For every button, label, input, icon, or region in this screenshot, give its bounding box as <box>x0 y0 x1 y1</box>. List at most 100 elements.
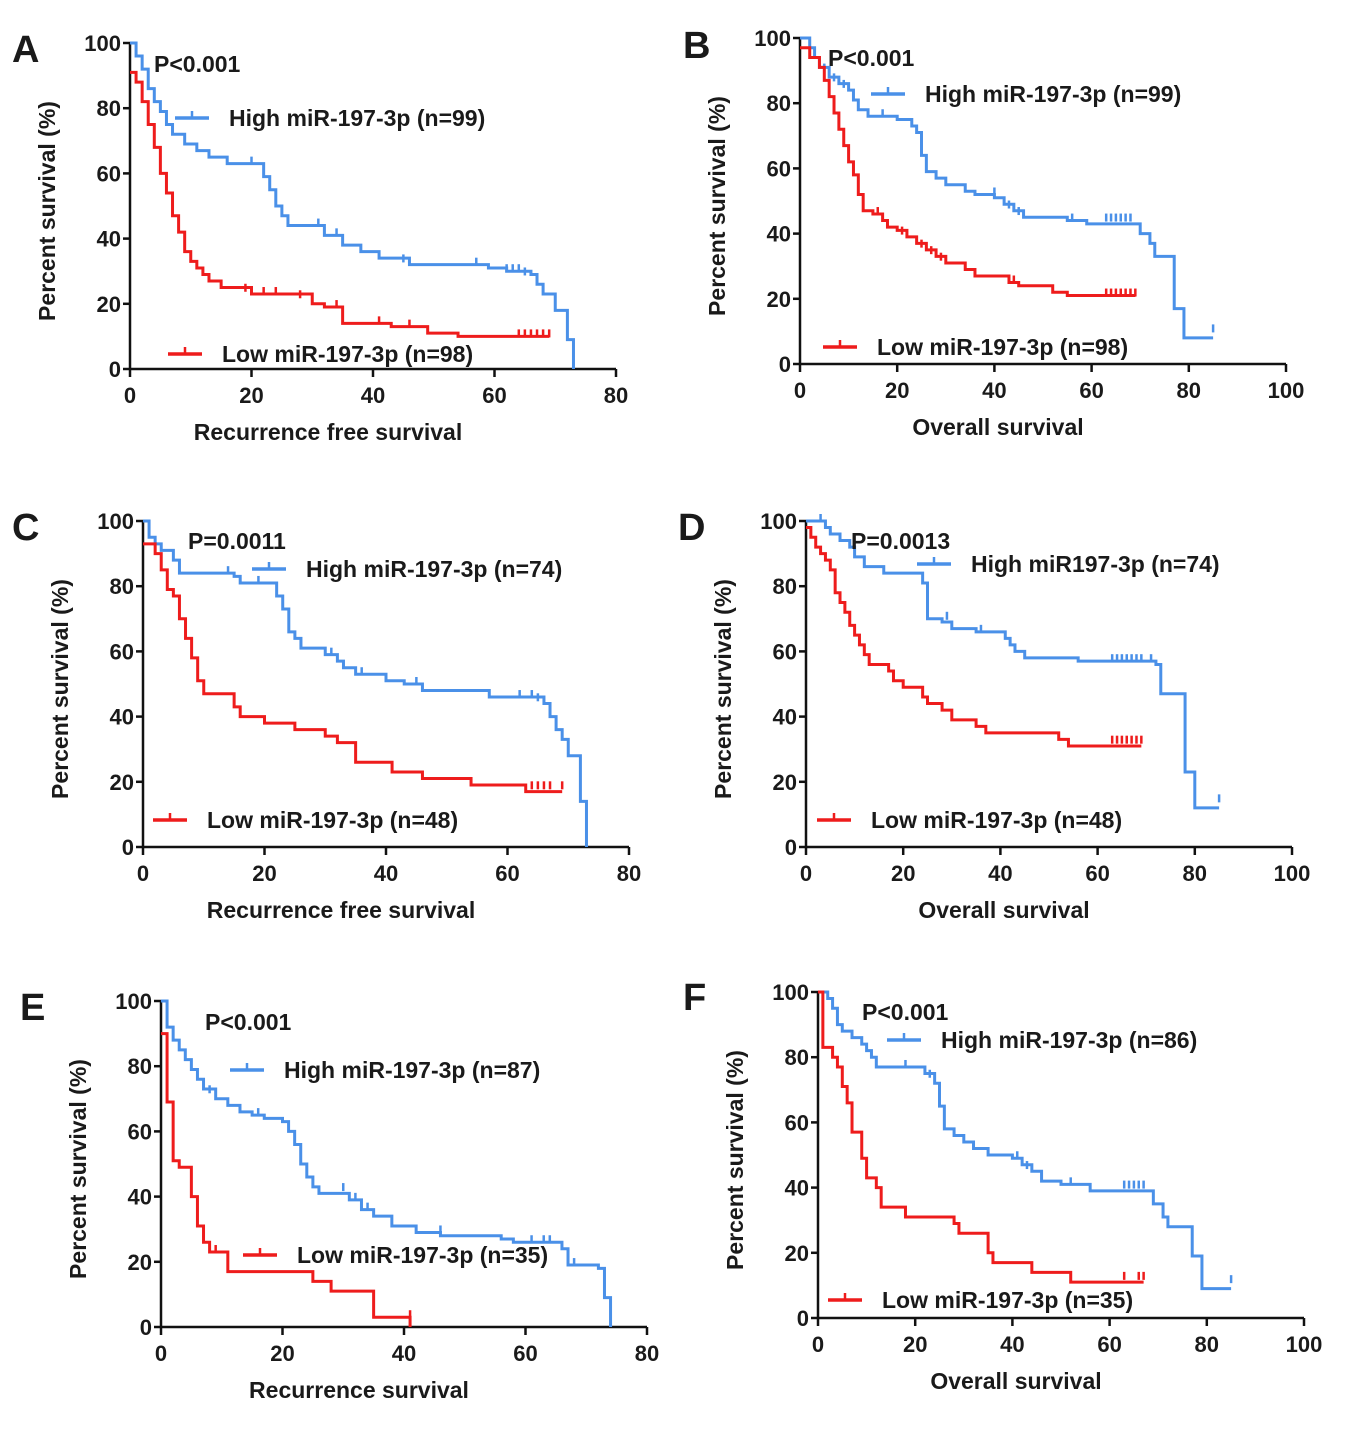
x-axis-label: Recurrence free survival <box>207 897 476 923</box>
survival-curve-high <box>143 519 588 847</box>
panel-letter: B <box>683 25 710 67</box>
legend-entry-high: High miR-197-3p (n=86) <box>887 1027 1197 1053</box>
legend-label-high: High miR-197-3p (n=74) <box>306 556 562 582</box>
y-tick-label: 100 <box>754 26 791 51</box>
panel-f: F 0 20 40 60 80 100 0 20 40 60 80 100 Overall surviva… <box>683 977 1322 1394</box>
y-tick-label: 40 <box>773 705 797 730</box>
panel-b: B 0 20 40 60 80 100 0 20 40 60 80 100 Overall surviva… <box>683 25 1304 440</box>
p-value-label: P=0.0011 <box>188 528 286 554</box>
survival-curve-low <box>143 542 563 794</box>
y-tick-label: 60 <box>110 639 134 664</box>
x-tick-label: 20 <box>885 378 909 403</box>
survival-curve-high <box>800 36 1214 340</box>
x-tick-label: 0 <box>794 378 806 403</box>
x-axis-label: Recurrence survival <box>249 1377 469 1403</box>
survival-curve-low <box>818 990 1144 1284</box>
y-tick-label: 100 <box>115 989 152 1014</box>
legend-label-low: Low miR-197-3p (n=35) <box>882 1287 1133 1313</box>
y-axis-label: Percent survival (%) <box>65 1059 91 1279</box>
x-axis-label: Overall survival <box>912 414 1083 440</box>
x-tick-label: 60 <box>1085 861 1109 886</box>
p-value-label: P<0.001 <box>828 45 915 71</box>
x-tick-label: 20 <box>239 383 263 408</box>
x-axis-label: Overall survival <box>918 897 1089 923</box>
y-tick-label: 0 <box>785 835 797 860</box>
y-tick-label: 20 <box>97 292 121 317</box>
legend-label-high: High miR-197-3p (n=86) <box>941 1027 1197 1053</box>
legend-label-low: Low miR-197-3p (n=35) <box>297 1242 548 1268</box>
legend-label-low: Low miR-197-3p (n=98) <box>877 334 1128 360</box>
x-tick-label: 80 <box>1177 378 1201 403</box>
x-tick-label: 80 <box>604 383 628 408</box>
panel-e: E 0 20 40 60 80 100 0 20 40 60 80 Recurrence surviva… <box>20 987 659 1403</box>
y-tick-label: 80 <box>110 574 134 599</box>
legend-entry-high: High miR-197-3p (n=87) <box>230 1057 540 1083</box>
y-tick-label: 100 <box>84 31 121 56</box>
x-tick-label: 80 <box>1183 861 1207 886</box>
x-tick-label: 80 <box>635 1341 659 1366</box>
y-tick-label: 0 <box>140 1315 152 1340</box>
legend-label-low: Low miR-197-3p (n=48) <box>871 807 1122 833</box>
y-tick-label: 60 <box>773 639 797 664</box>
panel-d: D 0 20 40 60 80 100 0 20 40 60 80 100 Overall surviva… <box>678 507 1310 923</box>
legend-label-low: Low miR-197-3p (n=48) <box>207 807 458 833</box>
y-axis-label: Percent survival (%) <box>34 101 60 321</box>
y-tick-label: 20 <box>767 287 791 312</box>
legend-entry-low: Low miR-197-3p (n=35) <box>828 1287 1133 1313</box>
y-axis-label: Percent survival (%) <box>722 1050 748 1270</box>
survival-curve-high <box>806 519 1220 810</box>
panel-letter: F <box>683 977 706 1019</box>
y-tick-label: 100 <box>760 509 797 534</box>
y-tick-label: 0 <box>122 835 134 860</box>
x-tick-label: 0 <box>812 1332 824 1357</box>
legend-label-high: High miR-197-3p (n=87) <box>284 1057 540 1083</box>
x-tick-label: 20 <box>270 1341 294 1366</box>
y-tick-label: 0 <box>797 1306 809 1331</box>
x-axis-label: Recurrence free survival <box>194 419 463 445</box>
y-tick-label: 100 <box>97 509 134 534</box>
legend-entry-low: Low miR-197-3p (n=35) <box>243 1242 548 1268</box>
y-tick-label: 40 <box>128 1185 152 1210</box>
legend-entry-high: High miR-197-3p (n=99) <box>871 81 1181 107</box>
x-tick-label: 100 <box>1286 1332 1323 1357</box>
y-axis-label: Percent survival (%) <box>47 579 73 799</box>
x-tick-label: 20 <box>252 861 276 886</box>
survival-curve-high <box>161 999 613 1327</box>
x-tick-label: 60 <box>1097 1332 1121 1357</box>
p-value-label: P<0.001 <box>205 1009 292 1035</box>
x-tick-label: 20 <box>903 1332 927 1357</box>
y-tick-label: 20 <box>128 1250 152 1275</box>
x-tick-label: 40 <box>374 861 398 886</box>
y-tick-label: 80 <box>97 96 121 121</box>
x-tick-label: 60 <box>513 1341 537 1366</box>
y-tick-label: 40 <box>97 227 121 252</box>
y-tick-label: 40 <box>110 705 134 730</box>
legend-entry-high: High miR197-3p (n=74) <box>917 551 1220 577</box>
y-tick-label: 40 <box>785 1176 809 1201</box>
x-tick-label: 60 <box>482 383 506 408</box>
y-axis-label: Percent survival (%) <box>710 579 736 799</box>
x-tick-label: 80 <box>617 861 641 886</box>
legend-entry-low: Low miR-197-3p (n=48) <box>817 807 1122 833</box>
survival-curve-high <box>818 990 1232 1291</box>
y-tick-label: 100 <box>772 980 809 1005</box>
y-tick-label: 20 <box>785 1241 809 1266</box>
x-tick-label: 40 <box>1000 1332 1024 1357</box>
x-axis-label: Overall survival <box>930 1368 1101 1394</box>
x-tick-label: 40 <box>988 861 1012 886</box>
x-tick-label: 80 <box>1195 1332 1219 1357</box>
survival-curve-low <box>161 1032 412 1327</box>
legend-entry-low: Low miR-197-3p (n=98) <box>823 334 1128 360</box>
y-tick-label: 0 <box>109 357 121 382</box>
panel-letter: D <box>678 507 705 549</box>
legend-entry-low: Low miR-197-3p (n=48) <box>153 807 458 833</box>
survival-curve-low <box>130 70 550 338</box>
p-value-label: P=0.0013 <box>851 528 950 554</box>
survival-curve-low <box>800 46 1136 298</box>
y-tick-label: 60 <box>97 161 121 186</box>
y-tick-label: 60 <box>767 156 791 181</box>
y-tick-label: 20 <box>773 770 797 795</box>
legend-entry-high: High miR-197-3p (n=74) <box>252 556 562 582</box>
panel-a: A 0 20 40 60 80 100 0 20 40 60 80 Recurrence free su… <box>12 29 628 445</box>
